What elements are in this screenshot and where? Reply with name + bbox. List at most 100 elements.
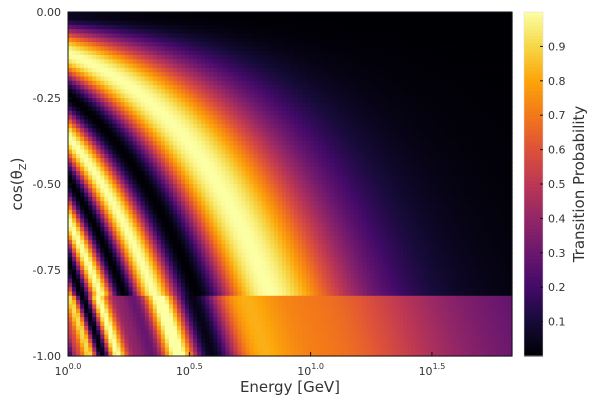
heatmap-cell <box>479 136 485 142</box>
heatmap-cell <box>330 162 335 168</box>
heatmap-cell <box>475 145 481 151</box>
heatmap-cell <box>330 158 335 164</box>
heatmap-cell <box>209 67 214 73</box>
heatmap-cell <box>156 59 162 65</box>
heatmap-cell <box>100 59 105 65</box>
heatmap-cell <box>136 175 142 181</box>
heatmap-cell <box>350 175 356 181</box>
heatmap-cell <box>415 106 420 112</box>
heatmap-cell <box>403 184 408 189</box>
heatmap-cell <box>354 98 360 103</box>
heatmap-cell <box>148 149 154 155</box>
heatmap-cell <box>394 149 400 155</box>
heatmap-cell <box>443 89 449 95</box>
heatmap-cell <box>108 145 113 151</box>
heatmap-cell <box>443 59 449 65</box>
heatmap-cell <box>346 141 352 146</box>
heatmap-cell <box>310 201 315 207</box>
heatmap-cell <box>120 80 126 86</box>
heatmap-cell <box>68 153 73 159</box>
heatmap-cell <box>415 85 420 90</box>
heatmap-cell <box>463 102 469 108</box>
heatmap-cell <box>507 42 513 47</box>
heatmap-cell <box>176 29 182 35</box>
heatmap-cell <box>479 128 485 133</box>
heatmap-cell <box>314 93 319 99</box>
heatmap-cell <box>415 149 420 155</box>
heatmap-cell <box>467 93 473 99</box>
heatmap-cell <box>96 16 101 22</box>
heatmap-cell <box>277 175 283 181</box>
heatmap-cell <box>366 55 372 60</box>
heatmap-cell <box>390 89 396 95</box>
heatmap-cell <box>140 132 146 138</box>
heatmap-cell <box>394 98 400 103</box>
heatmap-cell <box>193 175 198 181</box>
heatmap-cell <box>322 98 327 103</box>
heatmap-cell <box>403 29 408 35</box>
heatmap-cell <box>128 12 134 17</box>
heatmap-cell <box>229 33 235 39</box>
heatmap-cell <box>467 63 473 69</box>
heatmap-cell <box>257 196 263 202</box>
heatmap-cell <box>302 106 307 112</box>
heatmap-cell <box>370 55 376 60</box>
heatmap-cell <box>213 102 218 108</box>
heatmap-cell <box>394 85 400 90</box>
heatmap-cell <box>378 115 384 121</box>
heatmap-cell <box>273 102 279 108</box>
heatmap-cell <box>92 201 97 207</box>
heatmap-cell <box>378 175 384 181</box>
heatmap-cell <box>209 158 214 164</box>
heatmap-cell <box>152 162 158 168</box>
heatmap-cell <box>507 110 513 116</box>
heatmap-cell <box>100 123 105 129</box>
heatmap-cell <box>100 106 105 112</box>
heatmap-cell <box>362 196 368 202</box>
heatmap-cell <box>310 20 315 26</box>
heatmap-cell <box>362 166 368 172</box>
heatmap-cell <box>394 115 400 121</box>
heatmap-cell <box>411 29 416 35</box>
heatmap-cell <box>290 67 295 73</box>
heatmap-cell <box>334 16 340 22</box>
heatmap-cell <box>156 20 162 26</box>
heatmap-cell <box>225 175 231 181</box>
heatmap-cell <box>96 179 101 185</box>
heatmap-cell <box>491 80 497 86</box>
heatmap-cell <box>205 171 210 176</box>
heatmap-cell <box>411 141 416 146</box>
heatmap-cell <box>459 162 465 168</box>
heatmap-cell <box>209 50 214 56</box>
heatmap-cell <box>277 128 283 133</box>
heatmap-cell <box>455 80 461 86</box>
heatmap-cell <box>374 188 380 194</box>
heatmap-cell <box>447 33 453 39</box>
heatmap-cell <box>185 123 190 129</box>
heatmap-cell <box>185 171 190 176</box>
heatmap-cell <box>213 80 218 86</box>
heatmap-cell <box>189 55 194 60</box>
heatmap-cell <box>104 33 109 39</box>
heatmap-cell <box>455 175 461 181</box>
heatmap-cell <box>467 141 473 146</box>
heatmap-cell <box>273 33 279 39</box>
heatmap-cell <box>76 42 81 47</box>
heatmap-cell <box>148 115 154 121</box>
heatmap-cell <box>398 16 404 22</box>
heatmap-cell <box>160 33 166 39</box>
heatmap-cell <box>427 50 432 56</box>
heatmap-cell <box>229 136 235 142</box>
heatmap-cell <box>314 171 319 176</box>
heatmap-cell <box>265 201 271 207</box>
heatmap-cell <box>342 188 348 194</box>
heatmap-cell <box>431 89 436 95</box>
heatmap-cell <box>370 29 376 35</box>
heatmap-cell <box>136 24 142 30</box>
heatmap-cell <box>152 63 158 69</box>
heatmap-cell <box>213 98 218 103</box>
heatmap-cell <box>302 136 307 142</box>
heatmap-cell <box>507 179 513 185</box>
heatmap-cell <box>193 153 198 159</box>
heatmap-cell <box>100 175 105 181</box>
